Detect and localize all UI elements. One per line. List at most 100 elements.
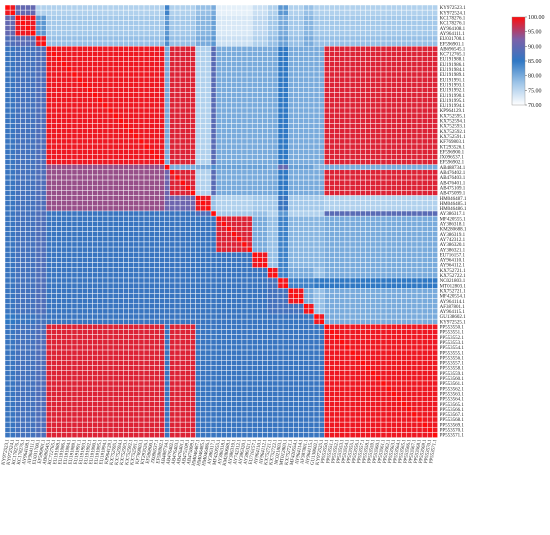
heatmap-cell <box>61 298 68 304</box>
heatmap-cell <box>159 159 165 165</box>
heatmap-cell <box>396 277 402 284</box>
heatmap-cell <box>45 133 52 140</box>
heatmap-cell <box>9 282 16 289</box>
heatmap-cell <box>282 179 289 186</box>
heatmap-cell <box>427 210 433 217</box>
heatmap-cell <box>133 205 140 212</box>
heatmap-cell <box>164 174 171 181</box>
heatmap-cell <box>133 30 140 37</box>
heatmap-cell <box>380 179 387 186</box>
heatmap-cell <box>262 200 268 207</box>
heatmap-cell <box>56 154 62 160</box>
heatmap-cell <box>236 164 243 171</box>
heatmap-cell <box>262 303 268 310</box>
heatmap-cell <box>174 298 181 304</box>
heatmap-cell <box>262 128 268 134</box>
heatmap-cell <box>9 226 16 232</box>
heatmap-cell <box>344 303 351 310</box>
heatmap-cell <box>102 35 109 42</box>
heatmap-cell <box>45 164 52 171</box>
heatmap-cell <box>246 195 253 201</box>
heatmap-cell <box>241 9 248 16</box>
heatmap-cell <box>354 179 361 186</box>
heatmap-cell <box>56 56 62 62</box>
heatmap-cell <box>20 148 26 155</box>
heatmap-cell <box>396 241 402 248</box>
heatmap-cell <box>282 97 289 104</box>
heatmap-cell <box>401 71 407 78</box>
heatmap-cell <box>164 277 171 284</box>
heatmap-cell <box>298 298 304 304</box>
heatmap-cell <box>179 303 186 310</box>
heatmap-cell <box>118 97 124 104</box>
heatmap-cell <box>66 179 73 186</box>
heatmap-cell <box>401 200 407 207</box>
heatmap-cell <box>432 66 438 73</box>
heatmap-cell <box>354 221 361 227</box>
heatmap-cell <box>344 298 351 304</box>
heatmap-cell <box>391 9 397 16</box>
heatmap-cell <box>401 45 407 52</box>
heatmap-cell <box>87 169 93 176</box>
heatmap-cell <box>71 174 78 181</box>
heatmap-cell <box>313 76 320 83</box>
heatmap-cell <box>9 272 16 279</box>
heatmap-cell <box>375 112 382 119</box>
heatmap-cell <box>118 277 124 284</box>
heatmap-cell <box>272 190 279 196</box>
heatmap-cell <box>396 45 402 52</box>
heatmap-cell <box>308 133 315 140</box>
heatmap-cell <box>92 87 98 93</box>
heatmap-cell <box>133 123 140 129</box>
heatmap-cell <box>76 76 83 83</box>
heatmap-cell <box>107 76 114 83</box>
heatmap-cell <box>154 298 160 304</box>
heatmap-cell <box>92 277 98 284</box>
heatmap-cell <box>226 51 232 57</box>
heatmap-cell <box>20 35 26 42</box>
heatmap-cell <box>138 4 145 11</box>
heatmap-cell <box>25 169 31 176</box>
heatmap-cell <box>411 221 418 227</box>
heatmap-cell <box>427 35 433 42</box>
heatmap-cell <box>411 112 418 119</box>
heatmap-cell <box>174 87 181 93</box>
heatmap-cell <box>71 267 78 274</box>
heatmap-cell <box>411 205 418 212</box>
heatmap-cell <box>138 277 145 284</box>
heatmap-cell <box>200 154 207 160</box>
heatmap-cell <box>71 66 78 73</box>
heatmap-cell <box>416 112 423 119</box>
heatmap-cell <box>257 107 263 114</box>
heatmap-cell <box>138 128 145 134</box>
heatmap-cell <box>87 288 93 294</box>
heatmap-cell <box>221 210 227 217</box>
heatmap-cell <box>421 246 428 253</box>
heatmap-cell <box>272 35 279 42</box>
heatmap-cell <box>257 128 263 134</box>
heatmap-cell <box>298 215 304 222</box>
heatmap-cell <box>375 288 382 294</box>
heatmap-cell <box>226 133 232 140</box>
heatmap-cell <box>15 61 21 68</box>
heatmap-cell <box>282 195 289 201</box>
heatmap-cell <box>143 51 150 57</box>
heatmap-cell <box>76 267 83 274</box>
heatmap-cell <box>380 282 387 289</box>
heatmap-cell <box>370 40 377 47</box>
heatmap-cell <box>148 143 155 150</box>
heatmap-cell <box>71 15 78 21</box>
heatmap-cell <box>61 40 68 47</box>
heatmap-cell <box>226 288 232 294</box>
heatmap-cell <box>30 282 37 289</box>
heatmap-cell <box>143 148 150 155</box>
heatmap-cell <box>112 35 119 42</box>
heatmap-cell <box>380 76 387 83</box>
heatmap-cell <box>288 174 294 181</box>
heatmap-cell <box>329 154 335 160</box>
heatmap-cell <box>298 221 304 227</box>
heatmap-cell <box>226 102 232 109</box>
heatmap-cell <box>318 215 325 222</box>
heatmap-cell <box>375 138 382 145</box>
heatmap-cell <box>401 56 407 62</box>
